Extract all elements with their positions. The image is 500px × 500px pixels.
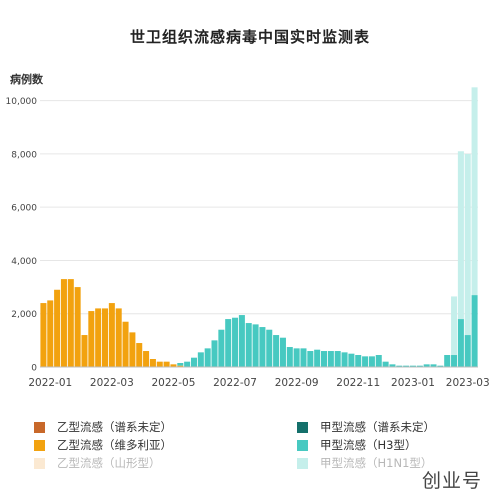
bar-segment — [279, 337, 286, 367]
bar-segment — [245, 323, 252, 367]
bar-segment — [177, 365, 184, 367]
bar-segment — [122, 321, 129, 367]
bar-segment — [437, 365, 444, 367]
bar-segment — [184, 361, 191, 367]
bar-segment — [471, 295, 478, 367]
bar-segment — [129, 332, 136, 367]
x-tick-labels: 2022-01 2022-03 2022-05 2022-07 2022-09 2022-… — [28, 377, 489, 389]
bar-segment — [232, 317, 239, 367]
bar-segment — [238, 315, 245, 367]
bar-segment — [170, 364, 177, 367]
x-tick-label: 2023-03 — [446, 377, 490, 389]
x-tick-label: 2023-01 — [391, 377, 435, 389]
bar-segment — [115, 308, 122, 367]
bar-segment — [218, 329, 225, 367]
bar-segment — [266, 329, 273, 367]
bar-segment — [307, 351, 314, 367]
y-tick-label: 4,000 — [11, 257, 37, 267]
bar-segment — [451, 355, 458, 367]
bar-segment — [409, 365, 416, 367]
bar-segment — [457, 151, 464, 320]
bar-segment — [362, 356, 369, 367]
bar-segment — [67, 279, 74, 367]
bar-segment — [102, 308, 109, 367]
bar-segment — [444, 355, 451, 367]
bar-segment — [108, 303, 115, 367]
bar-segment — [81, 335, 88, 367]
bar-segment — [430, 364, 437, 367]
y-tick-label: 6,000 — [11, 204, 37, 214]
bar-segment — [471, 87, 478, 296]
y-tick-label: 2,000 — [11, 310, 37, 320]
y-axis-label: 病例数 — [10, 73, 43, 86]
bar-segment — [286, 347, 293, 367]
bar-segment — [348, 353, 355, 367]
bar-segment — [136, 343, 143, 367]
bar-segment — [403, 365, 410, 367]
y-tick-label: 10,000 — [6, 97, 38, 107]
grid-lines — [40, 100, 478, 315]
bar-segment — [451, 296, 458, 356]
x-tick-label: 2022-01 — [28, 377, 72, 389]
bar-segment — [40, 303, 47, 367]
bar-segment — [293, 348, 300, 367]
bar-segment — [95, 308, 102, 367]
bar-segment — [273, 335, 280, 367]
y-tick-label: 0 — [31, 364, 37, 374]
bar-segment — [355, 355, 362, 367]
bar-segment — [300, 348, 307, 367]
x-tick-label: 2022-11 — [336, 377, 380, 389]
bar-segment — [259, 327, 266, 367]
bar-segment — [382, 361, 389, 367]
x-tick-label: 2022-05 — [152, 377, 196, 389]
bar-segment — [60, 279, 67, 367]
chart-title: 世卫组织流感病毒中国实时监测表 — [129, 28, 370, 46]
bar-segment — [375, 355, 382, 367]
bar-segment — [197, 352, 204, 367]
bar-segment — [389, 364, 396, 367]
bar-segment — [156, 361, 163, 367]
bar-segment — [341, 352, 348, 367]
bar-segment — [252, 324, 259, 367]
bar-segment — [163, 361, 170, 367]
bar-segment — [368, 356, 375, 367]
x-tick-label: 2022-03 — [90, 377, 134, 389]
bar-segment — [143, 351, 150, 367]
bar-segment — [416, 365, 423, 367]
bar-segment — [396, 365, 403, 367]
bar-segment — [327, 351, 334, 367]
x-tick-label: 2022-07 — [213, 377, 257, 389]
bar-segment — [457, 319, 464, 367]
bar-segment — [88, 311, 95, 367]
bar-segment — [334, 351, 341, 367]
watermark: 创业号 — [422, 470, 483, 492]
bar-segment — [464, 153, 471, 336]
bar-segment — [423, 364, 430, 367]
bar-segment — [321, 351, 328, 367]
x-tick-label: 2022-09 — [275, 377, 319, 389]
bar-segment — [211, 340, 218, 367]
y-tick-labels: 0 2,000 4,000 6,000 8,000 10,000 — [6, 97, 38, 373]
bar-segment — [74, 287, 81, 367]
bar-segment — [314, 349, 321, 367]
bar-segment — [47, 300, 54, 367]
y-tick-label: 8,000 — [11, 150, 37, 160]
bar-segment — [190, 357, 197, 367]
bar-segment — [177, 363, 184, 366]
bar-segment — [225, 319, 232, 367]
bar-segment — [464, 335, 471, 367]
bar-segment — [54, 289, 61, 367]
bar-segment — [149, 359, 156, 367]
bars — [40, 87, 478, 367]
bar-segment — [204, 348, 211, 367]
